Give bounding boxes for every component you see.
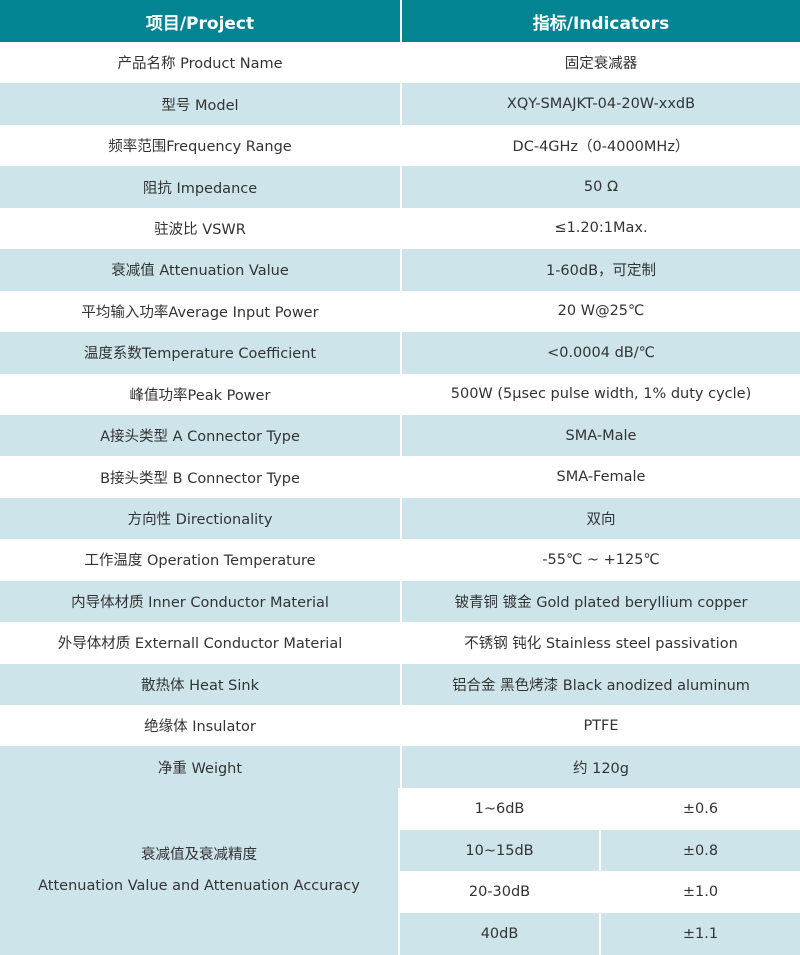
- row-value: 20 W@25℃: [400, 290, 800, 333]
- row-label: 平均输入功率Average Input Power: [81, 304, 319, 321]
- accuracy-value: ±0.8: [599, 829, 800, 872]
- row-value: 500W (5μsec pulse width, 1% duty cycle): [400, 373, 800, 415]
- table-row: 峰值功率Peak Power 500W (5μsec pulse width, 1…: [0, 373, 800, 415]
- spec-table: 产品名称 Product Name 固定衰减器型号 Model XQY-SMAJKT…: [0, 42, 800, 788]
- row-label: 产品名称 Product Name: [117, 56, 283, 73]
- accuracy-table: 1~6dB ±0.6 10~15dB ±0.8 20-30dB ±1.0 40dB ±1.1: [400, 787, 800, 955]
- row-value: -55℃ ~ +125℃: [400, 539, 800, 581]
- row-value: 铍青铜 镀金 Gold plated beryllium copper: [400, 580, 800, 623]
- accuracy-row: 40dB ±1.1: [400, 913, 800, 955]
- row-label: 方向性 Directionality: [127, 512, 273, 529]
- row-label: 驻波比 VSWR: [154, 221, 246, 238]
- row-value: 不锈钢 钝化 Stainless steel passivation: [400, 622, 800, 664]
- table-row: 净重 Weight 约 120g: [0, 746, 800, 788]
- accuracy-value: ±1.0: [599, 871, 800, 914]
- table-row: 内导体材质 Inner Conductor Material 铍青铜 镀金 Gol…: [0, 580, 800, 623]
- table-row: 绝缘体 Insulator PTFE: [0, 705, 800, 747]
- table-row: 衰减值 Attenuation Value 1-60dB，可定制: [0, 249, 800, 291]
- row-label: 净重 Weight: [157, 760, 243, 777]
- table-row: 工作温度 Operation Temperature -55℃ ~ +125℃: [0, 539, 800, 581]
- row-label: 绝缘体 Insulator: [144, 719, 256, 736]
- accuracy-label-en: Attenuation Value and Attenuation Accura…: [38, 878, 360, 895]
- row-value: PTFE: [400, 705, 800, 747]
- header-indicators: 指标/Indicators: [400, 0, 800, 42]
- row-value: 固定衰减器: [400, 42, 800, 84]
- accuracy-row: 10~15dB ±0.8: [400, 829, 800, 872]
- table-row: B接头类型 B Connector Type SMA-Female: [0, 456, 800, 498]
- row-value: 双向: [400, 497, 800, 540]
- row-label: 峰值功率Peak Power: [129, 387, 271, 404]
- accuracy-range: 20-30dB: [468, 884, 531, 901]
- table-row: 驻波比 VSWR ≤1.20:1Max.: [0, 207, 800, 250]
- row-value: SMA-Male: [400, 414, 800, 457]
- table-header: 项目/Project 指标/Indicators: [0, 0, 800, 42]
- row-value: ≤1.20:1Max.: [400, 207, 800, 250]
- row-value: 铝合金 黑色烤漆 Black anodized aluminum: [400, 663, 800, 705]
- accuracy-section: 衰减值及衰减精度 Attenuation Value and Attenuati…: [0, 787, 800, 955]
- row-label: 外导体材质 Externall Conductor Material: [57, 636, 343, 653]
- row-value: SMA-Female: [400, 456, 800, 498]
- row-value: 50 Ω: [400, 166, 800, 208]
- row-label: 工作温度 Operation Temperature: [84, 553, 316, 570]
- accuracy-row: 1~6dB ±0.6: [400, 787, 800, 830]
- accuracy-range: 40dB: [480, 926, 519, 942]
- row-value: XQY-SMAJKT-04-20W-xxdB: [400, 83, 800, 125]
- row-value: 约 120g: [400, 746, 800, 788]
- row-label: 型号 Model: [161, 97, 239, 114]
- table-row: 产品名称 Product Name 固定衰减器: [0, 42, 800, 84]
- table-row: 散热体 Heat Sink 铝合金 黑色烤漆 Black anodized alu…: [0, 663, 800, 705]
- accuracy-value: ±1.1: [599, 913, 800, 955]
- accuracy-range: 10~15dB: [465, 842, 534, 859]
- table-row: 温度系数Temperature Coefficient <0.0004 dB/℃: [0, 332, 800, 374]
- accuracy-range: 1~6dB: [474, 800, 525, 817]
- row-value: <0.0004 dB/℃: [400, 332, 800, 374]
- row-label: B接头类型 B Connector Type: [100, 470, 300, 487]
- table-row: 阻抗 Impedance 50 Ω: [0, 166, 800, 208]
- header-project: 项目/Project: [145, 13, 255, 34]
- table-row: 方向性 Directionality 双向: [0, 497, 800, 540]
- row-value: DC-4GHz（0-4000MHz）: [400, 124, 800, 167]
- table-row: 型号 Model XQY-SMAJKT-04-20W-xxdB: [0, 83, 800, 125]
- accuracy-row: 20-30dB ±1.0: [400, 871, 800, 914]
- row-label: 衰减值 Attenuation Value: [111, 263, 289, 280]
- row-value: 1-60dB，可定制: [400, 249, 800, 291]
- accuracy-value: ±0.6: [599, 787, 800, 830]
- row-label: 温度系数Temperature Coefficient: [83, 346, 317, 363]
- row-label: 散热体 Heat Sink: [141, 677, 259, 694]
- accuracy-label: 衰减值及衰减精度 Attenuation Value and Attenuati…: [0, 787, 400, 955]
- row-label: 阻抗 Impedance: [142, 180, 258, 197]
- row-label: A接头类型 A Connector Type: [100, 429, 300, 446]
- table-row: 外导体材质 Externall Conductor Material 不锈钢 钝化…: [0, 622, 800, 664]
- table-row: A接头类型 A Connector Type SMA-Male: [0, 414, 800, 457]
- row-label: 频率范围Frequency Range: [108, 139, 292, 156]
- table-row: 频率范围Frequency Range DC-4GHz（0-4000MHz）: [0, 124, 800, 167]
- row-label: 内导体材质 Inner Conductor Material: [71, 594, 329, 611]
- accuracy-label-cn: 衰减值及衰减精度: [141, 847, 257, 864]
- table-row: 平均输入功率Average Input Power 20 W@25℃: [0, 290, 800, 333]
